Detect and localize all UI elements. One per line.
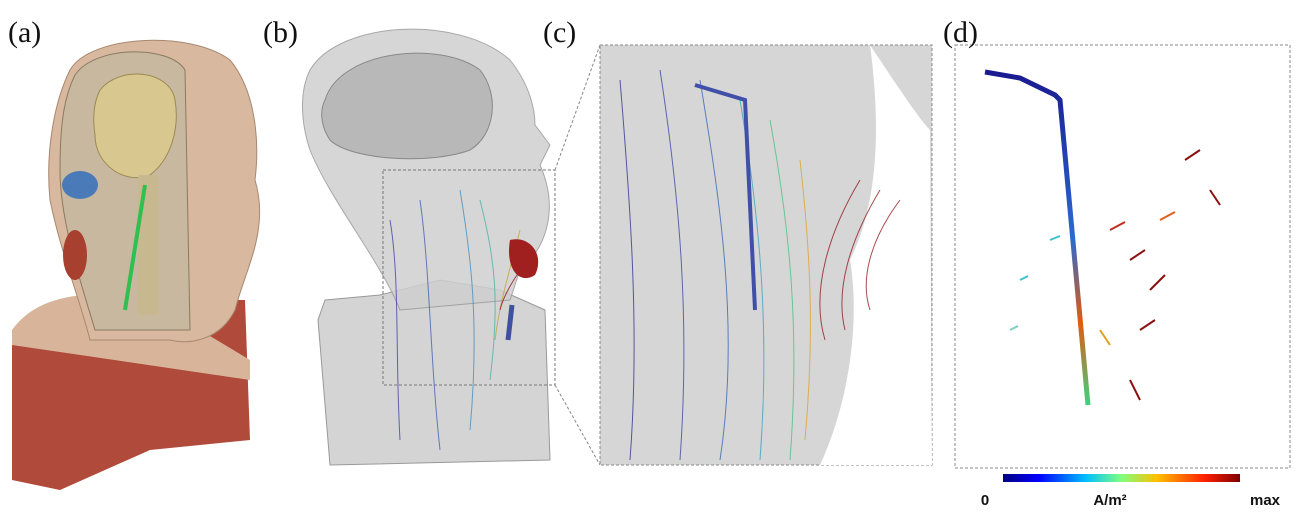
vector-view [955, 45, 1290, 468]
page: (a) (b) (c) (d) 0 A/m² max (() => { cons… [0, 0, 1301, 512]
panel-b [303, 29, 601, 465]
tissue [63, 230, 87, 280]
panel-c [600, 45, 932, 465]
zoom-line [555, 385, 600, 465]
colorbar-unit: A/m² [1093, 492, 1126, 509]
colorbar [1003, 474, 1240, 482]
panel-a [12, 40, 260, 490]
torso [318, 280, 550, 465]
colorbar-max: max [1250, 492, 1281, 509]
figure: (a) (b) (c) (d) 0 A/m² max [0, 0, 1301, 512]
colorbar-min: 0 [981, 492, 989, 509]
panel-label: (a) [8, 16, 41, 49]
spine [138, 175, 158, 315]
zoom-line [555, 45, 600, 170]
panel-label: (b) [263, 16, 298, 49]
panel-d [955, 45, 1290, 468]
panel-label: (d) [943, 16, 978, 49]
panel-label: (c) [543, 16, 576, 49]
tissue [62, 171, 98, 199]
